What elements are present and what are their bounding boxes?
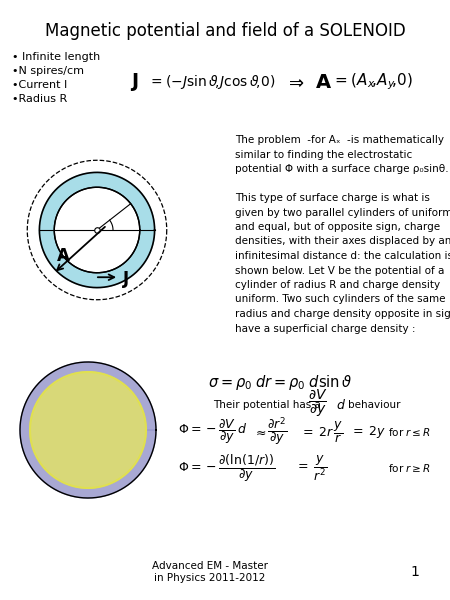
Text: uniform. Two such cylinders of the same: uniform. Two such cylinders of the same [235, 295, 446, 304]
Polygon shape [20, 362, 156, 498]
Text: Their potential has a: Their potential has a [213, 400, 321, 410]
Text: $d$: $d$ [336, 398, 346, 412]
Text: $\mathbf{J}$: $\mathbf{J}$ [122, 269, 130, 290]
Text: $\Rightarrow$: $\Rightarrow$ [285, 73, 305, 91]
Text: •N spires/cm: •N spires/cm [12, 66, 84, 76]
Text: and equal, but of opposite sign, charge: and equal, but of opposite sign, charge [235, 222, 440, 232]
Text: Advanced EM - Master
in Physics 2011-2012: Advanced EM - Master in Physics 2011-201… [152, 561, 268, 583]
Polygon shape [40, 172, 155, 287]
Text: radius and charge density opposite in sign: radius and charge density opposite in si… [235, 309, 450, 319]
Text: potential Φ with a surface charge ρ₀sinθ.: potential Φ with a surface charge ρ₀sinθ… [235, 164, 449, 174]
Polygon shape [30, 372, 146, 488]
Text: $\sigma = \rho_0\; dr = \rho_0\; d\sin\vartheta$: $\sigma = \rho_0\; dr = \rho_0\; d\sin\v… [208, 373, 352, 392]
Text: $=\;2r\,\dfrac{y}{r}$: $=\;2r\,\dfrac{y}{r}$ [300, 419, 343, 445]
Text: behaviour: behaviour [348, 400, 400, 410]
Text: $\approx$: $\approx$ [253, 425, 266, 439]
Text: $\Phi = -\dfrac{\partial V}{\partial y}\,d$: $\Phi = -\dfrac{\partial V}{\partial y}\… [178, 418, 247, 446]
Text: $\dfrac{\partial r^2}{\partial y}$: $\dfrac{\partial r^2}{\partial y}$ [267, 416, 287, 448]
Text: cylinder of radius R and charge density: cylinder of radius R and charge density [235, 280, 440, 290]
Text: $\Phi = -\dfrac{\partial(\ln(1/r))}{\partial y}$: $\Phi = -\dfrac{\partial(\ln(1/r))}{\par… [178, 452, 275, 484]
Text: $=\;\dfrac{y}{r^2}$: $=\;\dfrac{y}{r^2}$ [295, 454, 328, 482]
Text: Magnetic potential and field of a SOLENOID: Magnetic potential and field of a SOLENO… [45, 22, 405, 40]
Text: $=(A_x\!,\!A_y\!,\!0)$: $=(A_x\!,\!A_y\!,\!0)$ [332, 72, 413, 92]
Text: for $r \geq R$: for $r \geq R$ [388, 462, 431, 474]
Text: •Current I: •Current I [12, 80, 67, 90]
Text: • Infinite length: • Infinite length [12, 52, 100, 62]
Text: similar to finding the electrostatic: similar to finding the electrostatic [235, 149, 412, 160]
Text: $\mathbf{A}$: $\mathbf{A}$ [56, 247, 70, 265]
Text: for $r \leq R$: for $r \leq R$ [388, 426, 431, 438]
Text: $\mathbf{A}$: $\mathbf{A}$ [315, 73, 332, 91]
Text: infinitesimal distance d: the calculation is: infinitesimal distance d: the calculatio… [235, 251, 450, 261]
Text: given by two parallel cylinders of uniform: given by two parallel cylinders of unifo… [235, 208, 450, 217]
Text: $=\;2y$: $=\;2y$ [350, 424, 386, 440]
Polygon shape [54, 187, 140, 273]
Text: shown below. Let V be the potential of a: shown below. Let V be the potential of a [235, 265, 445, 275]
Text: This type of surface charge is what is: This type of surface charge is what is [235, 193, 430, 203]
Text: have a superficial charge density :: have a superficial charge density : [235, 323, 415, 334]
Text: densities, with their axes displaced by an: densities, with their axes displaced by … [235, 236, 450, 247]
Text: $\mathbf{J}$: $\mathbf{J}$ [130, 71, 139, 93]
Text: •Radius R: •Radius R [12, 94, 67, 104]
Text: 1: 1 [410, 565, 419, 579]
Text: The problem  -for Aₓ  -is mathematically: The problem -for Aₓ -is mathematically [235, 135, 444, 145]
Text: $\dfrac{\partial V}{\partial y}$: $\dfrac{\partial V}{\partial y}$ [308, 388, 328, 419]
Text: $=(-J\sin\vartheta\!,\!J\cos\vartheta\!,\!0)$: $=(-J\sin\vartheta\!,\!J\cos\vartheta\!,… [148, 73, 275, 91]
